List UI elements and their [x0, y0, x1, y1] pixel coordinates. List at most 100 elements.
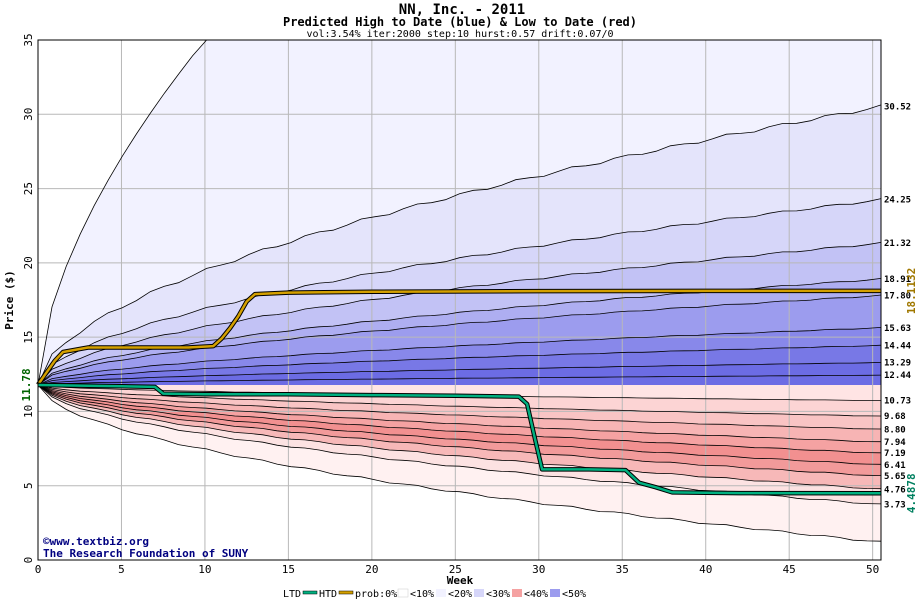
legend-item-4: <40% — [524, 589, 548, 600]
band-end-label: 8.80 — [884, 425, 906, 435]
probability-bands — [38, 40, 881, 560]
band-end-label: 7.94 — [884, 438, 906, 448]
band-high-0 — [38, 40, 881, 385]
y-axis-label: Price ($) — [3, 270, 16, 330]
band-end-labels: 30.52 24.25 21.32 18.91 17.80 15.63 14.44 13.29… — [884, 103, 912, 511]
legend: LTD HTD prob:0% <10% <20% <30% <40% <50% — [283, 588, 586, 600]
band-high-1 — [38, 104, 881, 386]
boundary-low-9 — [37, 384, 882, 542]
band-low-0 — [38, 385, 881, 401]
band-low-5 — [38, 385, 881, 465]
credit-org: The Research Foundation of SUNY — [43, 547, 249, 560]
y-tick-label: 35 — [22, 33, 35, 46]
band-high-6 — [38, 327, 881, 385]
boundary-high-2 — [37, 198, 882, 386]
legend-swatch-3 — [512, 589, 522, 597]
band-low-4 — [38, 385, 881, 453]
band-end-label: 30.52 — [884, 103, 911, 113]
x-tick-label: 10 — [198, 563, 211, 576]
band-high-4 — [38, 278, 881, 385]
band-end-label: 10.73 — [884, 397, 911, 407]
band-low-2 — [38, 385, 881, 429]
band-end-label: 21.32 — [884, 239, 911, 249]
band-end-label: 3.73 — [884, 501, 906, 511]
band-end-label: 6.41 — [884, 461, 906, 471]
band-low-3 — [38, 385, 881, 442]
x-tick-labels: 0 5 10 15 20 25 30 35 40 45 50 — [35, 563, 880, 576]
boundary-high-9 — [37, 374, 882, 386]
x-axis-label: Week — [447, 574, 474, 587]
x-tick-label: 20 — [365, 563, 378, 576]
legend-prob-label: prob:0% — [355, 589, 397, 600]
band-end-label: 7.19 — [884, 449, 906, 459]
band-end-label: 14.44 — [884, 341, 912, 351]
y-tick-labels: 0 5 10 15 20 25 30 35 — [22, 33, 35, 563]
boundary-high-7 — [37, 344, 882, 386]
x-tick-label: 25 — [449, 563, 462, 576]
boundary-low-2 — [37, 384, 882, 430]
boundary-low-5 — [37, 384, 882, 465]
credit-url: ©www.textbiz.org — [43, 535, 149, 548]
band-end-label: 15.63 — [884, 324, 911, 334]
boundary-low-3 — [37, 384, 882, 443]
boundary-low-4 — [37, 384, 882, 454]
x-tick-label: 35 — [616, 563, 629, 576]
legend-htd-label: HTD — [319, 589, 337, 600]
band-end-label: 13.29 — [884, 359, 911, 369]
chart-params: vol:3.54% iter:2000 step:10 hurst:0.57 d… — [306, 29, 613, 40]
x-tick-label: 50 — [866, 563, 879, 576]
series-lines — [36, 288, 882, 496]
chart-subtitle: Predicted High to Date (blue) & Low to D… — [283, 15, 637, 29]
legend-swatch-0 — [397, 588, 409, 598]
y-tick-label: 15 — [22, 331, 35, 344]
grid-lines — [37, 39, 881, 561]
legend-htd-swatch — [338, 590, 354, 595]
band-high-3 — [38, 242, 881, 385]
y-tick-label: 20 — [22, 256, 35, 269]
start-price-label: 11.78 — [20, 368, 33, 401]
legend-item-3: <30% — [486, 589, 510, 600]
ltd-final-label: 4.4878 — [905, 473, 918, 513]
y-tick-label: 25 — [22, 182, 35, 195]
band-end-label: 4.76 — [884, 485, 906, 495]
chart-title: NN, Inc. - 2011 — [399, 2, 525, 18]
band-end-label: 17.80 — [884, 292, 911, 302]
legend-swatch-1 — [436, 589, 446, 597]
band-end-label: 5.65 — [884, 472, 906, 482]
low-to-date-line — [37, 383, 882, 495]
y-tick-label: 5 — [22, 482, 35, 489]
legend-item-5: <50% — [562, 589, 586, 600]
boundary-high-6 — [37, 327, 882, 386]
boundary-high-3 — [37, 242, 882, 386]
band-low-7 — [38, 385, 881, 489]
legend-ltd-swatch — [302, 590, 318, 595]
plot-frame — [37, 39, 882, 561]
band-low-8 — [38, 385, 881, 504]
boundary-low-1 — [37, 384, 882, 417]
boundary-low-6 — [37, 384, 882, 476]
legend-swatch-4 — [550, 589, 560, 597]
band-high-5 — [38, 295, 881, 385]
band-end-label: 18.91 — [884, 275, 911, 285]
x-tick-label: 0 — [35, 563, 42, 576]
high-to-date-line — [36, 289, 881, 386]
x-tick-label: 15 — [282, 563, 295, 576]
x-tick-label: 5 — [118, 563, 125, 576]
band-end-label: 12.44 — [884, 371, 912, 381]
legend-swatch-2 — [474, 589, 484, 597]
legend-ltd-label: LTD — [283, 589, 301, 600]
legend-item-1: <10% — [410, 589, 434, 600]
boundary-high-1 — [37, 104, 882, 386]
band-low-9 — [38, 385, 881, 542]
boundary-high-5 — [37, 294, 882, 386]
band-end-label: 9.68 — [884, 412, 906, 422]
boundary-high-8 — [37, 362, 882, 386]
legend-item-2: <20% — [448, 589, 472, 600]
band-high-2 — [38, 198, 881, 385]
band-end-label: 24.25 — [884, 196, 911, 206]
x-tick-label: 30 — [532, 563, 545, 576]
band-high-9 — [38, 375, 881, 385]
x-tick-label: 40 — [699, 563, 712, 576]
x-tick-label: 45 — [783, 563, 796, 576]
